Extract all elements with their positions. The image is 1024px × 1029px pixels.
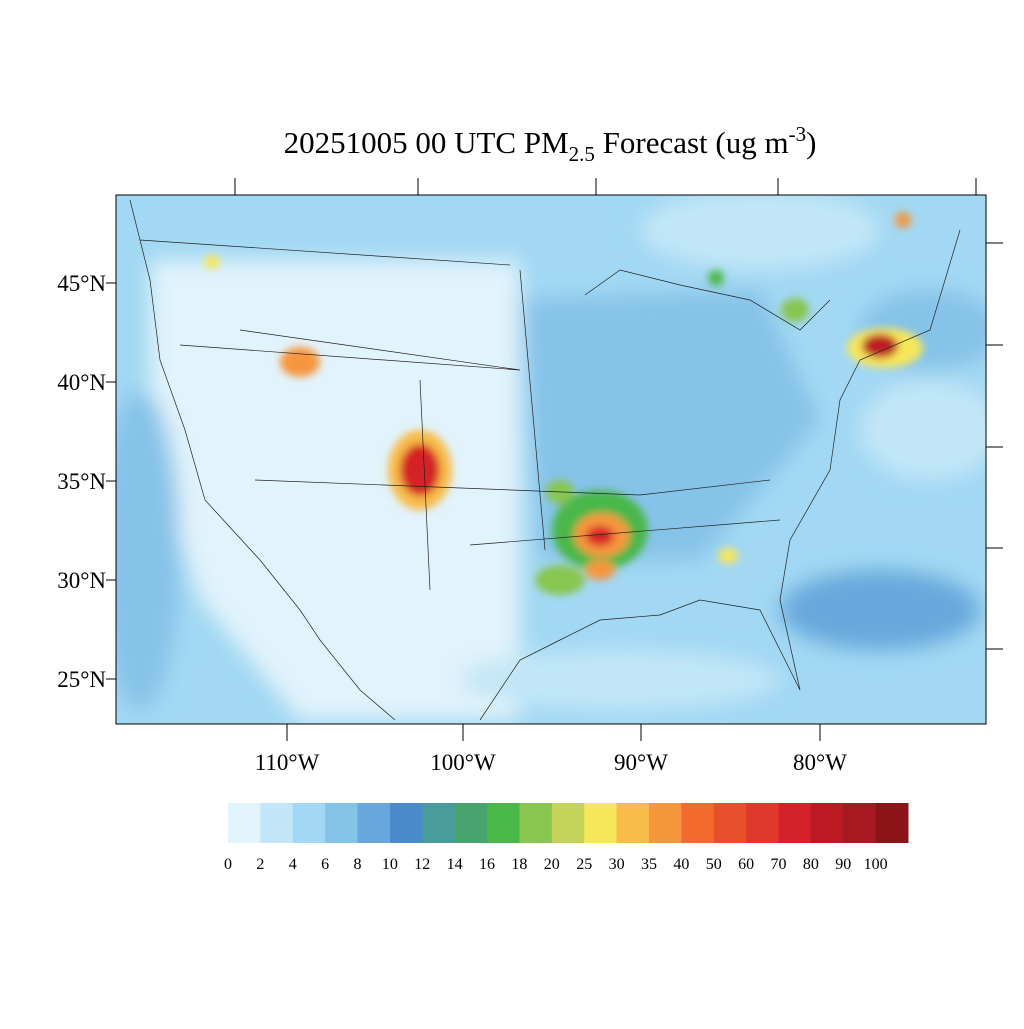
colorbar-label: 0	[224, 856, 232, 873]
colorbar-swatch	[228, 803, 261, 843]
colorbar-label: 80	[803, 856, 819, 873]
colorbar-swatch	[713, 803, 747, 843]
lon-label: 90°W	[614, 750, 668, 775]
colorbar-label: 4	[289, 856, 297, 873]
colorbar-label: 50	[706, 856, 722, 873]
lon-label: 100°W	[430, 750, 496, 775]
map-field	[116, 195, 986, 724]
colorbar-label: 35	[641, 856, 657, 873]
colorbar-label: 12	[414, 856, 430, 873]
lat-label: 35°N	[57, 469, 106, 494]
colorbar-label: 20	[544, 856, 560, 873]
colorbar-swatch	[260, 803, 294, 843]
lat-label: 30°N	[57, 568, 106, 593]
title-text: Forecast (ug m	[595, 125, 789, 160]
title: 20251005 00 UTC PM2.5 Forecast (ug m-3)	[284, 122, 817, 166]
colorbar-swatch	[616, 803, 650, 843]
title-text: 20251005 00 UTC PM	[284, 125, 569, 160]
lat-label: 45°N	[57, 271, 106, 296]
colorbar-label: 25	[576, 856, 592, 873]
colorbar-swatch	[648, 803, 682, 843]
title-text: )	[806, 125, 816, 160]
colorbar-swatch	[292, 803, 326, 843]
title-superscript: -3	[789, 122, 807, 146]
colorbar-swatch	[746, 803, 779, 843]
colorbar-label: 40	[673, 856, 689, 873]
colorbar-label: 18	[511, 856, 527, 873]
colorbar-swatch	[778, 803, 812, 843]
colorbar-swatch	[551, 803, 585, 843]
colorbar-swatch	[422, 803, 456, 843]
colorbar-swatch	[810, 803, 844, 843]
colorbar-label: 2	[256, 856, 264, 873]
colorbar-swatch	[843, 803, 877, 843]
colorbar-label: 14	[447, 856, 463, 873]
lat-label: 25°N	[57, 667, 106, 692]
lon-label: 80°W	[793, 750, 847, 775]
colorbar-swatch	[681, 803, 715, 843]
axis-labels: 45°N 40°N 35°N 30°N 25°N 110°W 100°W 90°W 80°W	[57, 271, 847, 775]
colorbar-label: 90	[835, 856, 851, 873]
colorbar-swatch	[357, 803, 391, 843]
colorbar-swatch	[325, 803, 359, 843]
colorbar-label: 100	[864, 856, 888, 873]
colorbar-swatch	[875, 803, 909, 843]
colorbar-label: 60	[738, 856, 754, 873]
colorbar-swatch	[389, 803, 423, 843]
colorbar-label: 8	[354, 856, 362, 873]
colorbar-label: 16	[479, 856, 495, 873]
colorbar-swatch	[487, 803, 520, 843]
colorbar-label: 30	[609, 856, 625, 873]
lon-label: 110°W	[255, 750, 320, 775]
colorbar-swatch	[454, 803, 488, 843]
colorbar-swatch	[519, 803, 553, 843]
frame-ticks	[234, 178, 1003, 650]
colorbar-swatch	[584, 803, 618, 843]
title-subscript: 2.5	[569, 142, 595, 166]
lat-label: 40°N	[57, 370, 106, 395]
colorbar: 0 2 4 6 8 10 12 14 16 18 20 25 30 35 40 50 60 70 80 90 100	[224, 803, 909, 873]
map-frame	[115, 194, 987, 725]
colorbar-label: 70	[770, 856, 786, 873]
colorbar-label: 6	[321, 856, 329, 873]
colorbar-label: 10	[382, 856, 398, 873]
